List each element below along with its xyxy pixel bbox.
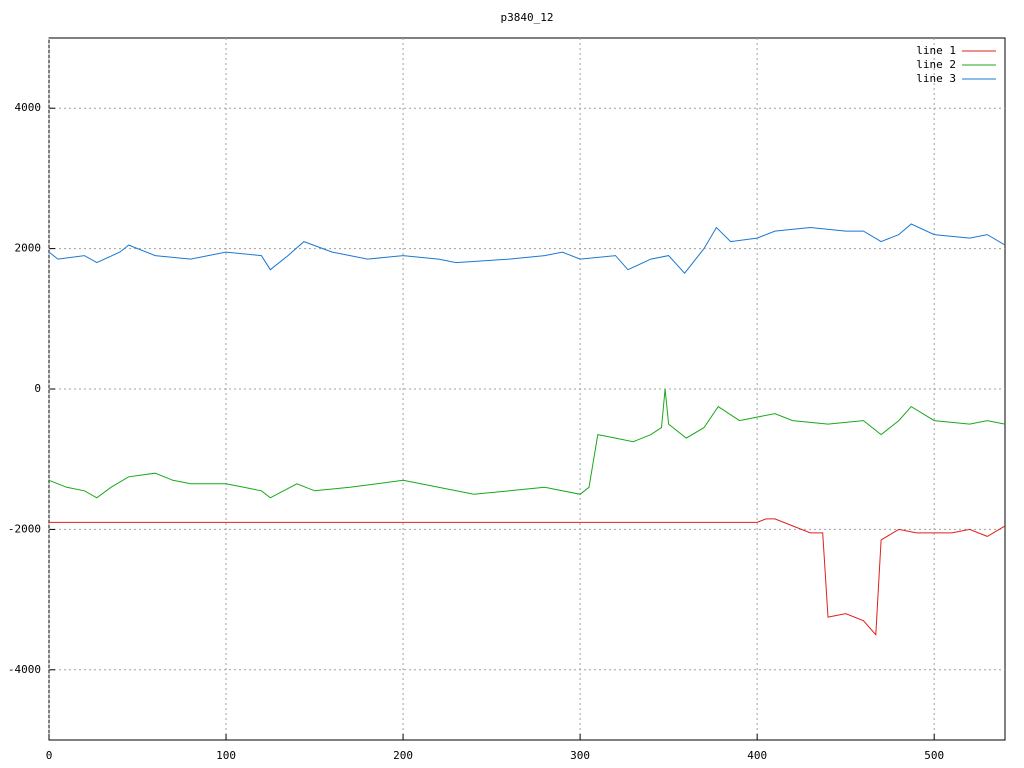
line <box>48 223 1006 274</box>
y-tick-label: 4000 <box>15 101 42 114</box>
x-tick-label: 300 <box>570 749 590 762</box>
y-tick-label: 0 <box>34 382 41 395</box>
chart-title: p3840_12 <box>501 11 554 24</box>
x-tick-label: 200 <box>393 749 413 762</box>
x-tick-label: 400 <box>747 749 767 762</box>
x-tick-label: 500 <box>924 749 944 762</box>
line <box>49 518 1006 636</box>
legend-label: line 2 <box>916 58 956 71</box>
line <box>48 388 1006 499</box>
x-tick-label: 100 <box>216 749 236 762</box>
y-tick-label: -2000 <box>8 522 41 535</box>
legend-label: line 1 <box>916 44 956 57</box>
y-tick-label: 2000 <box>15 242 42 255</box>
legend-label: line 3 <box>916 72 956 85</box>
y-tick-label: -4000 <box>8 663 41 676</box>
x-tick-label: 0 <box>46 749 53 762</box>
